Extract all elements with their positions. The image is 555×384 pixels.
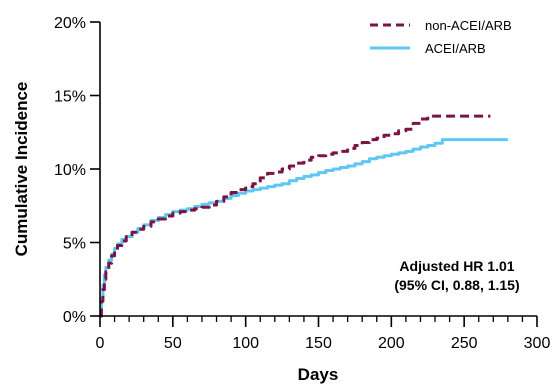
x-axis-title: Days <box>298 365 339 384</box>
y-tick-label: 15% <box>54 89 86 106</box>
hazard-ratio-annotation: Adjusted HR 1.01 (95% CI, 0.88, 1.15) <box>394 258 519 293</box>
y-tick-label: 5% <box>63 236 86 253</box>
x-tick-label: 100 <box>232 335 259 352</box>
y-tick-label: 0% <box>63 309 86 326</box>
legend-label-acei-arb: ACEI/ARB <box>425 41 486 56</box>
y-tick-label: 10% <box>54 162 86 179</box>
y-tick-label: 20% <box>54 15 86 32</box>
annotation-line-1: Adjusted HR 1.01 <box>399 258 514 274</box>
axis-ticks: 0% 5% 10% 15% 20% 0 50 100 150 200 250 300 <box>54 15 550 352</box>
x-tick-label: 150 <box>305 335 332 352</box>
x-tick-label: 0 <box>96 335 105 352</box>
x-tick-label: 50 <box>164 335 182 352</box>
x-tick-label: 250 <box>451 335 478 352</box>
legend-label-non-acei-arb: non-ACEI/ARB <box>425 18 512 33</box>
annotation-line-2: (95% CI, 0.88, 1.15) <box>394 277 519 293</box>
x-tick-label: 200 <box>378 335 405 352</box>
series-lines <box>99 114 508 318</box>
legend: non-ACEI/ARB ACEI/ARB <box>370 18 512 56</box>
y-axis-title: Cumulative Incidence <box>12 82 31 257</box>
x-tick-label: 300 <box>524 335 551 352</box>
